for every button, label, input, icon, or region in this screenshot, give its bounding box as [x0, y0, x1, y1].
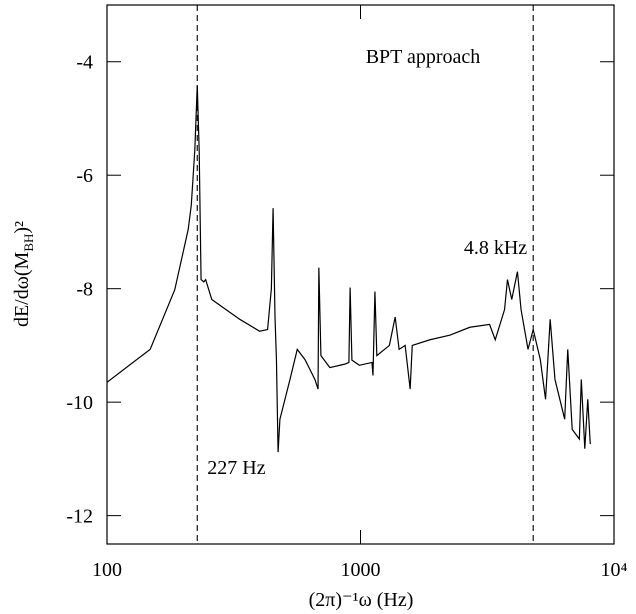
x-axis-label: (2π)⁻¹ω (Hz)	[309, 589, 414, 611]
y-tick-label: -8	[76, 279, 93, 301]
annotation: 4.8 kHz	[464, 237, 527, 259]
y-axis-label: dE/dω(MBH)²	[11, 221, 36, 327]
data-line	[106, 85, 591, 453]
y-tick-label: -12	[66, 506, 93, 528]
annotation: 227 Hz	[207, 457, 265, 479]
y-label-main: dE/dω(M	[11, 251, 33, 327]
x-tick-label: 100	[92, 559, 122, 581]
x-tick-label: 10⁴	[601, 559, 628, 581]
y-tick-label: -6	[76, 165, 93, 187]
x-tick-label: 1000	[341, 559, 381, 581]
annotation: BPT approach	[366, 46, 481, 68]
y-tick-label: -10	[66, 392, 93, 414]
y-tick-label: -4	[76, 52, 93, 74]
plot-frame	[106, 4, 615, 545]
y-label-tail: )²	[11, 221, 33, 234]
y-label-sub: BH	[21, 234, 36, 252]
